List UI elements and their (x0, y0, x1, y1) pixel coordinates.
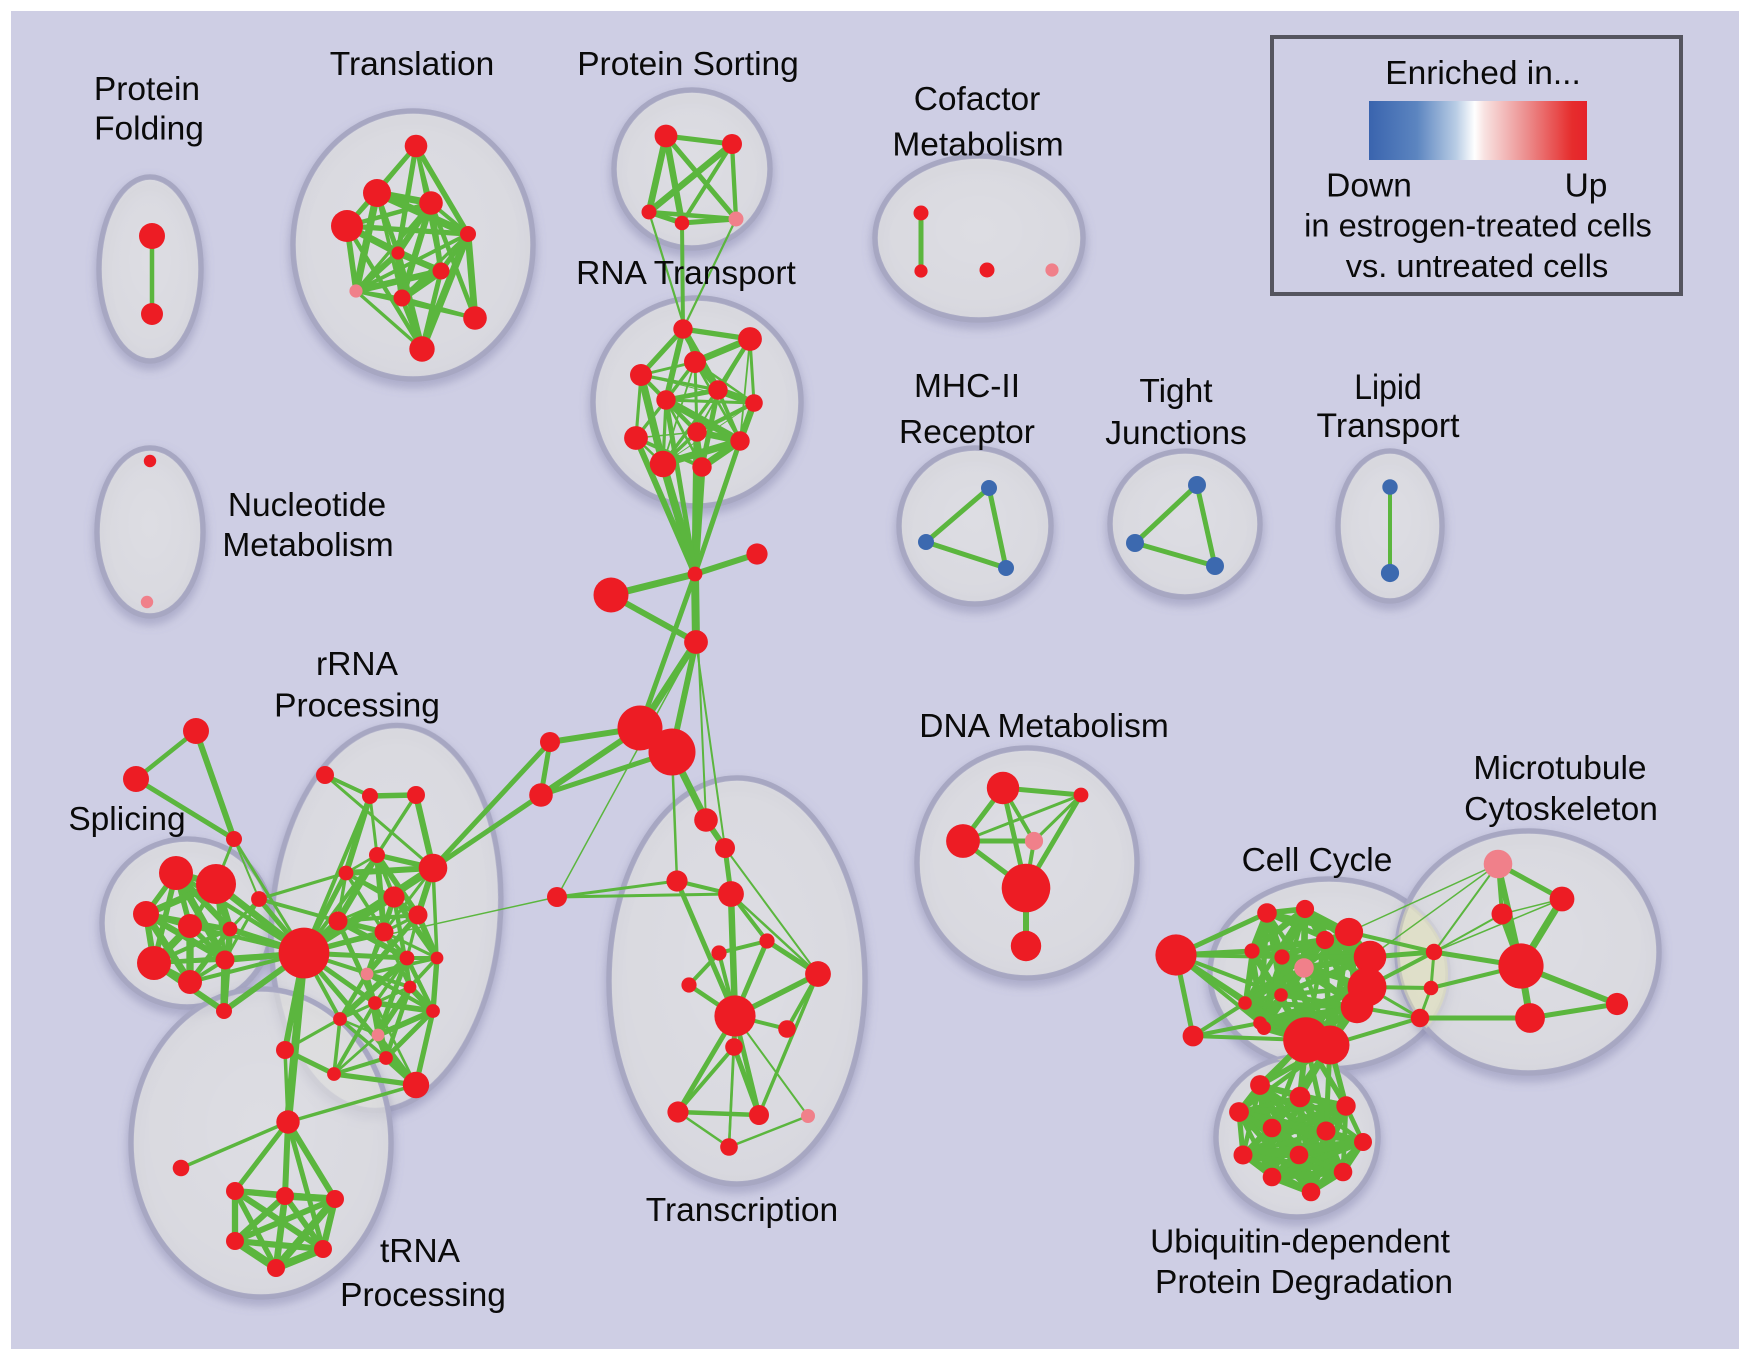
svg-text:Up: Up (1565, 168, 1608, 205)
svg-text:Transcription: Transcription (646, 1192, 838, 1229)
svg-text:Transport: Transport (1317, 407, 1461, 445)
svg-text:in estrogen-treated cells: in estrogen-treated cells (1304, 207, 1652, 244)
svg-text:Enriched in...: Enriched in... (1385, 55, 1581, 92)
svg-text:Microtubule: Microtubule (1473, 750, 1646, 787)
svg-text:Nucleotide: Nucleotide (228, 487, 386, 524)
svg-text:Processing: Processing (340, 1277, 506, 1314)
svg-text:Protein Sorting: Protein Sorting (577, 46, 799, 83)
svg-text:Splicing: Splicing (68, 801, 185, 838)
svg-text:Protein Degradation: Protein Degradation (1155, 1264, 1453, 1301)
svg-text:Metabolism: Metabolism (222, 527, 393, 564)
svg-text:Metabolism: Metabolism (892, 127, 1063, 164)
svg-text:Protein: Protein (94, 71, 200, 108)
svg-text:Cofactor: Cofactor (914, 81, 1041, 118)
svg-text:DNA Metabolism: DNA Metabolism (919, 708, 1168, 745)
svg-text:Down: Down (1326, 168, 1412, 205)
svg-text:MHC-II: MHC-II (914, 368, 1020, 405)
svg-text:tRNA: tRNA (380, 1233, 461, 1270)
svg-text:rRNA: rRNA (316, 646, 399, 683)
svg-text:Folding: Folding (94, 111, 204, 148)
svg-text:Cytoskeleton: Cytoskeleton (1464, 791, 1658, 828)
svg-text:Lipid: Lipid (1354, 368, 1422, 407)
svg-text:Processing: Processing (274, 688, 440, 725)
svg-text:Cell Cycle: Cell Cycle (1242, 842, 1393, 879)
svg-text:RNA Transport: RNA Transport (576, 255, 796, 292)
svg-text:Tight: Tight (1139, 373, 1213, 410)
svg-text:Ubiquitin-dependent: Ubiquitin-dependent (1150, 1224, 1451, 1261)
svg-text:Translation: Translation (330, 46, 494, 83)
svg-text:Junctions: Junctions (1105, 415, 1247, 452)
svg-text:vs. untreated cells: vs. untreated cells (1346, 247, 1609, 284)
svg-text:Receptor: Receptor (899, 414, 1035, 451)
